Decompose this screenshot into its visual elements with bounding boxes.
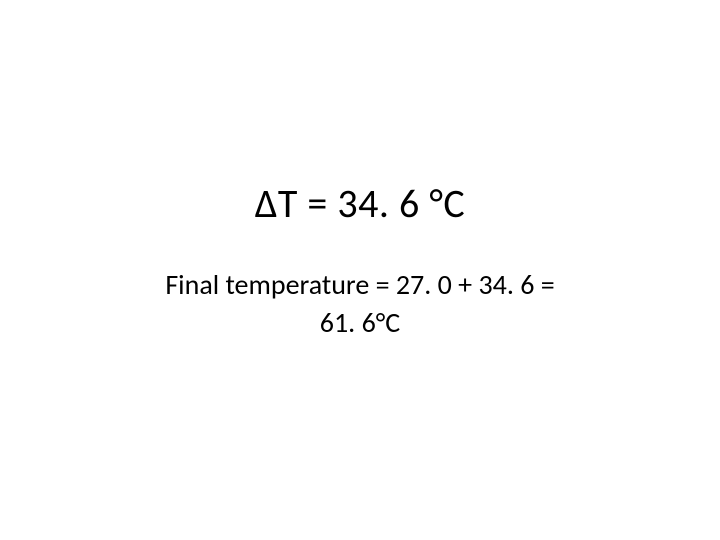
- sub-equation-line-1: Final temperature = 27. 0 + 34. 6 =: [165, 266, 554, 304]
- main-equation-text: ΔT = 34. 6 °C: [165, 179, 554, 228]
- sub-equation-line-2: 61. 6°C: [165, 304, 554, 342]
- slide-content: ΔT = 34. 6 °C Final temperature = 27. 0 …: [165, 179, 554, 342]
- sub-equation-block: Final temperature = 27. 0 + 34. 6 = 61. …: [165, 266, 554, 342]
